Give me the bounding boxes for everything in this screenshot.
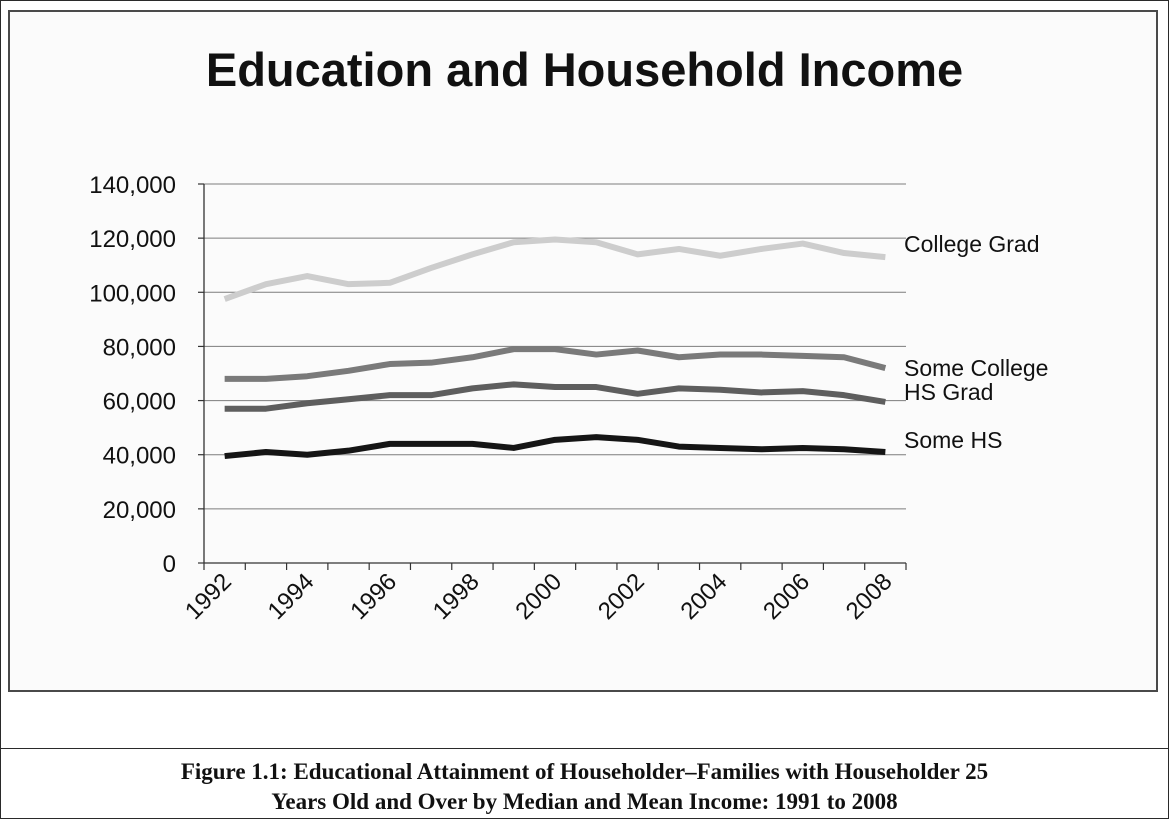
y-tick-label: 0 [163, 551, 176, 578]
x-tick-label: 2006 [758, 568, 815, 625]
caption-line-1: Figure 1.1: Educational Attainment of Ho… [180, 759, 989, 784]
series-lines [223, 236, 887, 460]
series-label: College Grad [904, 231, 1040, 257]
y-tick-label: 60,000 [103, 389, 176, 416]
x-tick-label: 1998 [428, 568, 485, 625]
series-label: Some College [904, 355, 1048, 381]
y-tick-label: 100,000 [89, 280, 176, 307]
x-tick-label: 2000 [510, 568, 567, 625]
chart-title: Education and Household Income [205, 43, 964, 96]
x-axis: 1992 1994 1996 1998 2000 2002 2004 2006 2008 [180, 562, 907, 625]
figure-caption: Figure 1.1: Educational Attainment of Ho… [0, 757, 1169, 817]
series-label: HS Grad [904, 379, 993, 405]
x-tick-label: 2008 [841, 568, 898, 625]
series-line [223, 236, 886, 302]
y-tick-label: 120,000 [89, 226, 176, 253]
x-tick-label: 2002 [593, 568, 650, 625]
x-tick-label: 1992 [180, 568, 237, 625]
caption-line-2: Years Old and Over by Median and Mean In… [271, 789, 898, 814]
x-tick-label: 1994 [263, 568, 320, 625]
series-line [224, 434, 886, 460]
y-tick-label: 20,000 [103, 497, 176, 524]
series-line [224, 346, 887, 382]
series-label: Some HS [904, 427, 1002, 453]
y-tick-label: 80,000 [103, 334, 176, 361]
series-line [224, 381, 886, 412]
x-tick-label: 2004 [676, 568, 733, 625]
x-tick-label: 1996 [345, 568, 402, 625]
caption-divider [0, 748, 1169, 749]
y-tick-label: 40,000 [103, 443, 176, 470]
y-tick-label: 140,000 [89, 172, 176, 199]
y-axis: 0 20,000 40,000 60,000 80,000 100,000 120,000 1… [89, 172, 205, 578]
